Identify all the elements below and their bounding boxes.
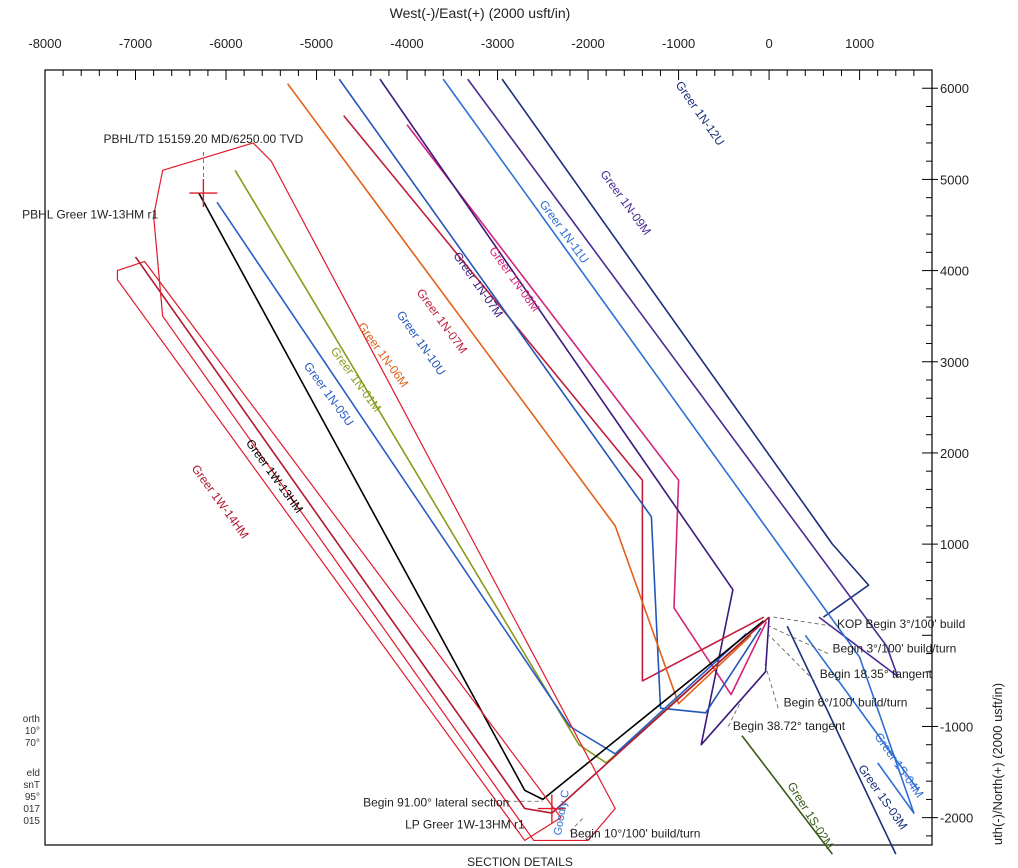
annotation-label: PBHL Greer 1W-13HM r1 (22, 208, 158, 222)
annotation-leader (727, 698, 743, 727)
target-polygon (153, 142, 616, 842)
y-axis-title: uth(-)/North(+) (2000 usft/in) (990, 683, 1005, 845)
well-path (786, 625, 897, 855)
annotation-leader (569, 817, 584, 832)
annotations: PBHL/TD 15159.20 MD/6250.00 TVD PBHL Gree… (22, 132, 965, 841)
y-tick-label: 1000 (940, 537, 969, 552)
legend-fragment: 70° (25, 738, 40, 749)
y-tick-label: -1000 (940, 719, 973, 734)
series-label: Greer 1N-12U (673, 78, 728, 148)
legend-fragment: eld (27, 768, 40, 779)
legend-fragment: snT (23, 780, 40, 791)
well-path (467, 78, 899, 678)
y-tick-label: -2000 (940, 811, 973, 826)
annotation-leader (764, 662, 779, 709)
annotation-label: Begin 10°/100' build/turn (570, 827, 701, 841)
well-path (379, 78, 770, 746)
well-path (216, 201, 748, 755)
series-label: Greer 1N-11U (537, 198, 592, 266)
target-outlines (116, 142, 616, 842)
annotation-label: Begin 18.35° tangent (820, 667, 933, 681)
x-tick-label: -6000 (209, 36, 242, 51)
x-tick-label: 0 (765, 36, 772, 51)
legend-fragment: 017 (23, 804, 40, 815)
series-label: Greer 1N-09M (597, 167, 653, 237)
x-tick-label: -3000 (481, 36, 514, 51)
well-path (134, 256, 770, 814)
partial-label: Goodly C (552, 789, 572, 836)
x-axis-title: West(-)/East(+) (2000 usft/in) (390, 5, 571, 21)
bottom-label: SECTION DETAILS (467, 855, 573, 868)
well-path (198, 192, 765, 801)
y-tick-label: 4000 (940, 264, 969, 279)
series-label: Greer 1W-13HM (243, 436, 306, 515)
well-path (741, 735, 834, 855)
annotation-label: PBHL/TD 15159.20 MD/6250.00 TVD (103, 132, 303, 146)
annotation-label: Begin 38.72° tangent (733, 719, 846, 733)
y-axis-ticks: 6000 5000 4000 3000 2000 1000 -1000 -2000 (922, 69, 973, 837)
x-tick-label: -7000 (119, 36, 152, 51)
target-polygon (116, 260, 562, 842)
well-path (406, 124, 768, 696)
series-label: Greer 1S-02M (784, 780, 836, 852)
legend-fragment: 015 (23, 816, 40, 827)
x-tick-label: -1000 (662, 36, 695, 51)
legend-fragment: 95° (25, 792, 40, 803)
annotation-leader (773, 616, 833, 627)
y-tick-label: 6000 (940, 81, 969, 96)
y-tick-label: 2000 (940, 446, 969, 461)
y-tick-label: 3000 (940, 355, 969, 370)
well-path (286, 83, 752, 705)
y-tick-label: 5000 (940, 172, 969, 187)
legend-fragment: 10° (25, 726, 40, 737)
annotation-leader (768, 635, 815, 682)
well-paths (134, 78, 920, 855)
annotation-label: Begin 3°/100' build/turn (832, 642, 956, 656)
plot-frame (44, 69, 933, 846)
plot-border (44, 69, 933, 846)
annotation-label: KOP Begin 3°/100' build (837, 617, 965, 631)
annotation-label: Begin 6°/100' build/turn (784, 695, 908, 709)
well-path (442, 78, 915, 814)
well-path (338, 78, 762, 714)
legend-fragment: orth (23, 714, 40, 725)
x-axis-ticks: -8000 -7000 -6000 -5000 -4000 -3000 -2000 -1000… (28, 36, 933, 80)
well-path (501, 78, 870, 618)
annotation-leader (768, 625, 829, 654)
x-tick-label: 1000 (845, 36, 874, 51)
annotation-label: Begin 91.00° lateral section (363, 796, 509, 810)
annotation-label: LP Greer 1W-13HM r1 (405, 818, 525, 832)
x-tick-label: -8000 (28, 36, 61, 51)
well-path (804, 634, 920, 791)
x-tick-label: -5000 (300, 36, 333, 51)
series-label: Greer 1W-14HM (189, 462, 252, 541)
x-tick-label: -4000 (390, 36, 423, 51)
x-tick-label: -2000 (571, 36, 604, 51)
well-path (343, 115, 765, 682)
